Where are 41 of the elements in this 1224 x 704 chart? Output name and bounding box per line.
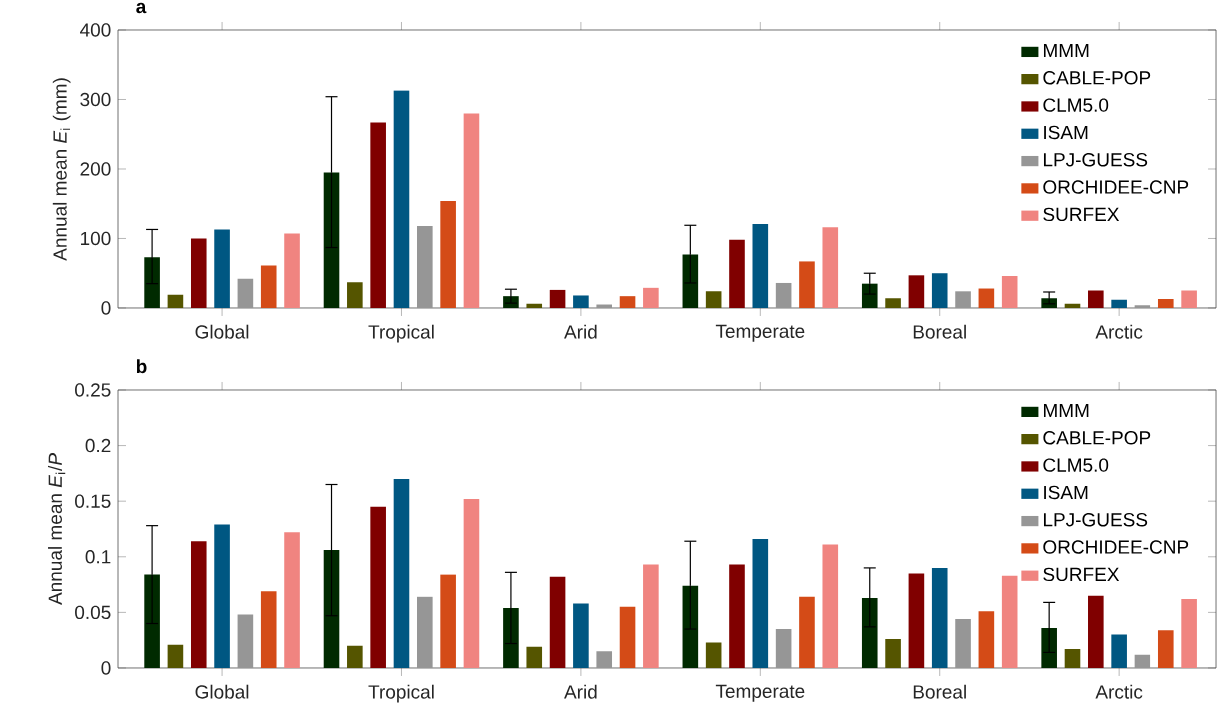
y-axis-title: Annual mean E$_{i}$ (mm) — [52, 78, 71, 261]
x-tick-label: Arctic — [1095, 684, 1143, 699]
legend-label: ISAM — [1044, 125, 1088, 140]
y-tick-label: 0.25 — [75, 383, 111, 397]
y-tick-label: 400 — [80, 23, 111, 37]
legend-label: CABLE-POP — [1043, 71, 1151, 85]
y-tick-label: 0.1 — [85, 550, 111, 564]
legend-label: LPJ-GUESS — [1043, 513, 1148, 527]
legend-label: ISAM — [1044, 485, 1088, 500]
x-tick-label: Boreal — [913, 684, 966, 699]
y-tick-label: 300 — [80, 92, 111, 107]
legend-label: SURFEX — [1043, 567, 1120, 582]
legend-label: ORCHIDEE-CNP — [1043, 540, 1189, 554]
y-tick-label: 100 — [81, 231, 111, 246]
x-tick-label: Boreal — [913, 324, 966, 339]
legend-label: ORCHIDEE-CNP — [1043, 180, 1189, 194]
x-tick-label: Arctic — [1095, 324, 1143, 339]
legend-label: CLM5.0 — [1043, 458, 1109, 472]
y-tick-label: 0.05 — [75, 605, 111, 620]
x-tick-label: Arid — [564, 324, 597, 339]
x-tick-label: Global — [195, 684, 249, 699]
legend-label: MMM — [1043, 403, 1089, 418]
x-tick-label: Temperate — [715, 684, 805, 702]
legend-label: SURFEX — [1043, 207, 1120, 222]
legend-label: CABLE-POP — [1043, 431, 1151, 445]
x-tick-label: Temperate — [715, 324, 805, 342]
x-tick-label: Global — [195, 324, 249, 339]
legend-label: LPJ-GUESS — [1043, 153, 1148, 167]
x-tick-label: Arid — [564, 684, 597, 699]
x-tick-label: Tropical — [368, 324, 434, 343]
chart-title: a — [136, 2, 147, 14]
legend-label: MMM — [1043, 43, 1089, 58]
y-tick-label: 0.15 — [75, 494, 111, 508]
x-tick-label: Tropical — [368, 684, 434, 703]
y-tick-label: 200 — [80, 162, 111, 176]
y-tick-label: 0.2 — [85, 438, 111, 453]
y-tick-label: 0 — [101, 301, 111, 315]
y-tick-label: 0 — [101, 661, 111, 675]
chart-title: b — [136, 359, 147, 374]
y-axis-title: Annual mean E$_{i}$/P — [48, 453, 66, 605]
legend-label: CLM5.0 — [1043, 98, 1109, 112]
